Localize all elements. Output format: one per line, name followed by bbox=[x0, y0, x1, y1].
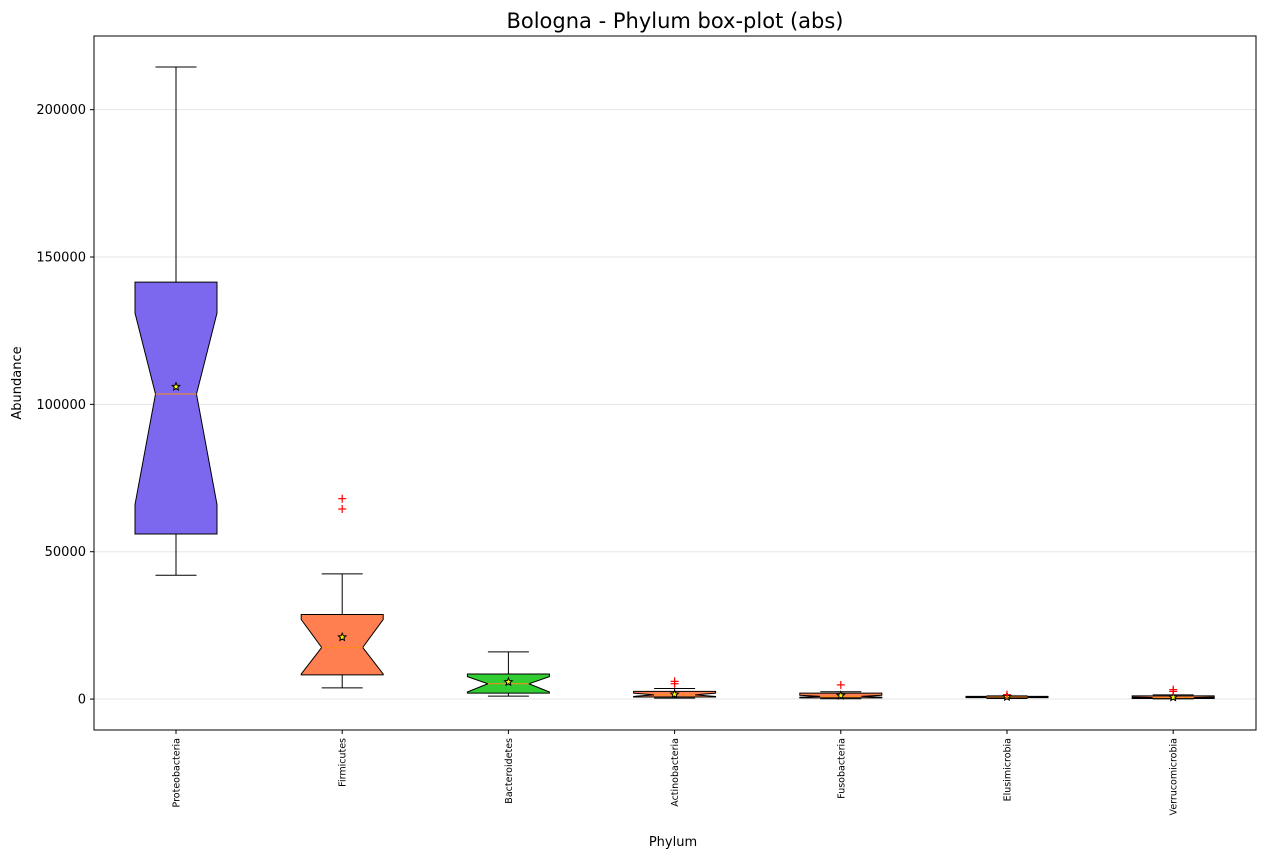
x-tick-label-verrucomicrobia: Verrucomicrobia bbox=[1169, 738, 1180, 815]
x-tick-label-bacteroidetes: Bacteroidetes bbox=[504, 738, 515, 804]
mean-marker bbox=[669, 689, 680, 699]
notched-box bbox=[134, 281, 218, 535]
box-verrucomicrobia bbox=[1131, 685, 1215, 702]
x-tick-label-proteobacteria: Proteobacteria bbox=[172, 738, 183, 807]
y-tick-label: 0 bbox=[78, 693, 86, 708]
chart-title: Bologna - Phylum box-plot (abs) bbox=[506, 9, 843, 33]
mean-marker bbox=[337, 631, 348, 642]
box-bacteroidetes bbox=[466, 651, 550, 697]
x-tick-label-actinobacteria: Actinobacteria bbox=[670, 738, 681, 807]
mean-marker bbox=[170, 381, 182, 391]
y-tick-label: 100000 bbox=[36, 398, 86, 413]
box-actinobacteria bbox=[633, 677, 717, 699]
box-proteobacteria bbox=[134, 66, 218, 576]
axis-layer: 0 50000 100000 150000 200000 Proteobacteria Fi… bbox=[36, 103, 1179, 815]
y-tick-label: 150000 bbox=[36, 251, 86, 266]
x-tick-label-fusobacteria: Fusobacteria bbox=[836, 738, 847, 799]
box-firmicutes bbox=[300, 494, 384, 689]
x-tick-label-firmicutes: Firmicutes bbox=[338, 738, 349, 787]
outlier-point bbox=[1003, 690, 1011, 699]
mean-marker bbox=[835, 690, 846, 700]
outlier-point bbox=[338, 504, 347, 513]
box-elusimicrobia bbox=[965, 690, 1049, 702]
box-fusobacteria bbox=[799, 680, 883, 700]
mean-marker bbox=[503, 676, 514, 687]
notched-box bbox=[300, 613, 384, 676]
grid-layer bbox=[94, 109, 1256, 700]
x-tick-label-elusimicrobia: Elusimicrobia bbox=[1003, 738, 1014, 801]
y-axis-label: Abundance bbox=[10, 346, 25, 419]
y-tick-label: 200000 bbox=[36, 103, 86, 118]
outlier-point bbox=[1169, 685, 1178, 694]
outlier-point bbox=[670, 677, 679, 686]
x-axis-label: Phylum bbox=[649, 835, 697, 850]
mean-marker bbox=[1168, 691, 1179, 702]
box-layer bbox=[134, 66, 1215, 702]
outlier-point bbox=[338, 494, 347, 503]
outlier-point bbox=[836, 680, 845, 689]
y-tick-label: 50000 bbox=[45, 545, 86, 560]
